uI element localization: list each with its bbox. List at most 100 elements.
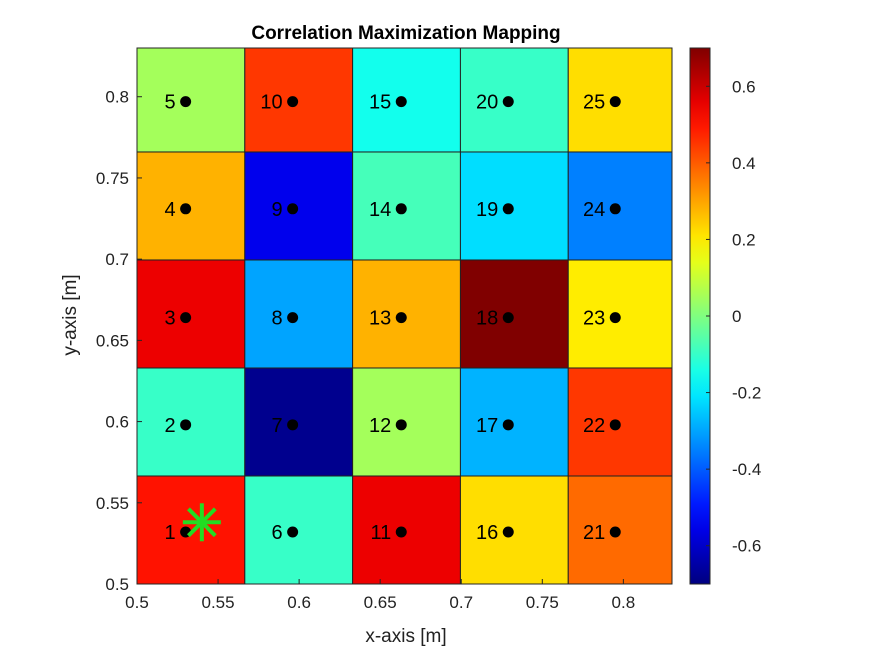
x-tick-label: 0.65 <box>364 593 397 612</box>
heatmap-cell-17 <box>459 367 569 477</box>
heatmap-cell-7 <box>244 367 354 477</box>
point-label-2: 2 <box>165 415 176 437</box>
y-tick-label: 0.6 <box>105 413 129 432</box>
point-label-22: 22 <box>583 415 605 437</box>
grid-point-2 <box>180 419 192 431</box>
grid-point-11 <box>395 526 407 538</box>
marker-asterisk <box>182 503 221 542</box>
grid-point-8 <box>287 312 299 324</box>
colorbar-tick-label: 0.2 <box>732 230 756 249</box>
grid-point-24 <box>609 203 621 215</box>
grid-point-18 <box>502 312 514 324</box>
point-label-3: 3 <box>165 308 176 330</box>
x-tick-label: 0.7 <box>449 593 473 612</box>
heatmap-cell-3 <box>136 259 246 369</box>
plot-box <box>136 47 673 585</box>
point-label-12: 12 <box>369 415 391 437</box>
y-tick-label: 0.65 <box>96 331 129 350</box>
y-tick-label: 0.5 <box>105 575 129 594</box>
heatmap-cell-10 <box>244 47 354 153</box>
grid-point-23 <box>609 312 621 324</box>
heatmap-cell-14 <box>352 151 461 261</box>
heatmap-cell-24 <box>567 151 673 261</box>
x-tick-label: 0.8 <box>612 593 636 612</box>
colorbar-tick-label: -0.2 <box>732 384 761 403</box>
point-label-5: 5 <box>165 92 176 114</box>
heatmap-cell-19 <box>459 151 569 261</box>
axes: 0.5 0.55 0.6 0.65 0.7 0.75 0.80.50.550.60.650.… <box>96 47 673 612</box>
grid-point-4 <box>180 203 192 215</box>
y-tick-label: 0.7 <box>105 250 129 269</box>
point-label-6: 6 <box>272 522 283 544</box>
x-tick-label: 0.6 <box>287 593 311 612</box>
heatmap-cell-2 <box>136 367 246 477</box>
heatmap-cells <box>136 47 673 585</box>
grid-point-17 <box>502 419 514 431</box>
grid-point-20 <box>502 96 514 108</box>
heatmap-cell-15 <box>352 47 461 153</box>
grid-point-10 <box>287 96 299 108</box>
y-tick-label: 0.8 <box>105 88 129 107</box>
point-label-16: 16 <box>476 522 498 544</box>
grid-point-12 <box>395 419 407 431</box>
point-label-18: 18 <box>476 308 498 330</box>
grid-point-5 <box>180 96 192 108</box>
heatmap-cell-4 <box>136 151 246 261</box>
marker-layer <box>182 503 221 542</box>
heatmap-cell-9 <box>244 151 354 261</box>
grid-point-25 <box>609 96 621 108</box>
grid-point-13 <box>395 312 407 324</box>
heatmap-cell-20 <box>459 47 569 153</box>
point-label-14: 14 <box>369 199 391 221</box>
x-tick-label: 0.5 <box>125 593 149 612</box>
point-label-4: 4 <box>165 199 176 221</box>
grid-point-21 <box>609 526 621 538</box>
point-label-11: 11 <box>370 522 391 544</box>
grid-point-7 <box>287 419 299 431</box>
heatmap-cell-13 <box>352 259 461 369</box>
grid-point-16 <box>502 526 514 538</box>
y-tick-label: 0.75 <box>96 169 129 188</box>
grid-point-15 <box>395 96 407 108</box>
colorbar-tick-label: 0.4 <box>732 154 756 173</box>
grid-point-14 <box>395 203 407 215</box>
point-label-8: 8 <box>272 308 283 330</box>
point-label-15: 15 <box>369 92 391 114</box>
heatmap-cell-23 <box>567 259 673 369</box>
point-label-24: 24 <box>583 199 605 221</box>
heatmap-cell-11 <box>352 475 461 585</box>
grid-point-19 <box>502 203 514 215</box>
heatmap-cell-8 <box>244 259 354 369</box>
heatmap-cell-1 <box>136 475 246 585</box>
colorbar-tick-label: 0.6 <box>732 77 756 96</box>
y-axis-label: y-axis [m] <box>60 274 81 355</box>
grid-point-22 <box>609 419 621 431</box>
point-label-17: 17 <box>476 415 498 437</box>
x-tick-label: 0.55 <box>202 593 235 612</box>
heatmap-cell-6 <box>244 475 354 585</box>
x-axis-label: x-axis [m] <box>365 626 446 647</box>
point-label-20: 20 <box>476 92 498 114</box>
heatmap-cell-18 <box>459 259 569 369</box>
point-label-7: 7 <box>272 415 283 437</box>
heatmap-cell-5 <box>136 47 246 153</box>
point-label-23: 23 <box>583 308 605 330</box>
y-tick-label: 0.55 <box>96 494 129 513</box>
colorbar: -0.6 -0.4 -0.2 0 0.2 0.4 0.6 <box>689 47 761 585</box>
point-label-13: 13 <box>369 308 391 330</box>
point-label-19: 19 <box>476 199 498 221</box>
colorbar-tick-label: 0 <box>732 307 741 326</box>
heatmap-cell-12 <box>352 367 461 477</box>
point-label-9: 9 <box>272 199 283 221</box>
point-label-25: 25 <box>583 92 605 114</box>
colorbar-tick-label: -0.6 <box>732 537 761 556</box>
grid-point-3 <box>180 312 192 324</box>
marker-arm <box>186 507 217 538</box>
point-label-10: 10 <box>260 92 282 114</box>
grid-point-9 <box>287 203 299 215</box>
grid-point-6 <box>287 526 299 538</box>
colorbar-tick-label: -0.4 <box>732 460 761 479</box>
grid-points: 1234567891011121314151617181920212223242… <box>165 92 621 544</box>
point-label-21: 21 <box>583 522 605 544</box>
